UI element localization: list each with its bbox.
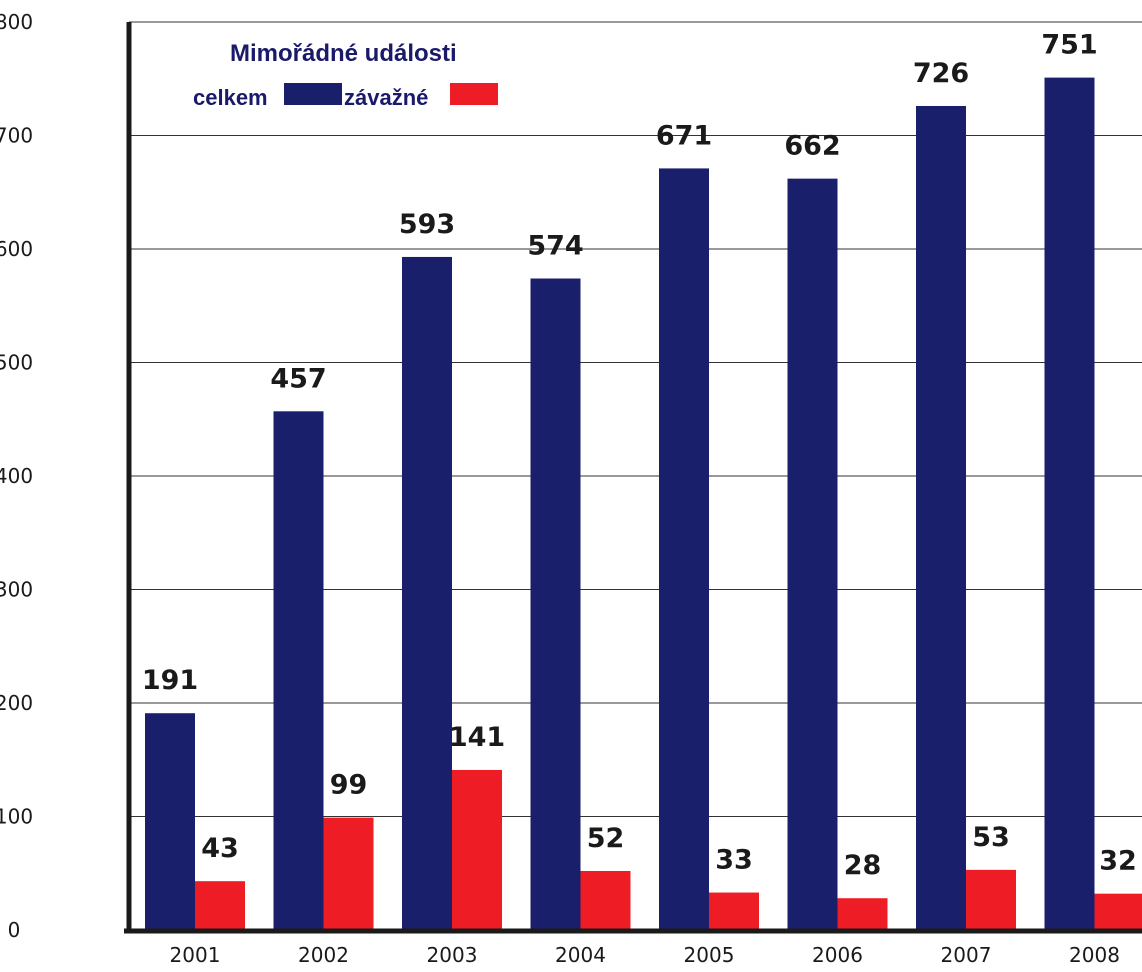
y-tick-label: 700 bbox=[0, 124, 33, 148]
value-label-zavazne-2006: 28 bbox=[844, 850, 882, 881]
value-label-zavazne-2004: 52 bbox=[587, 823, 625, 854]
x-tick-label: 2004 bbox=[555, 943, 606, 967]
legend-swatch-zavazne bbox=[450, 83, 498, 105]
bar-zavazne-2006 bbox=[837, 898, 888, 930]
x-tick-label: 2006 bbox=[812, 943, 863, 967]
bar-zavazne-2001 bbox=[195, 881, 245, 930]
bar-celkem-2008 bbox=[1044, 77, 1095, 931]
legend: Mimořádné události celkem závažné bbox=[193, 40, 498, 110]
y-tick-label: 0 bbox=[8, 918, 21, 942]
value-label-celkem-2005: 671 bbox=[656, 120, 712, 151]
value-label-zavazne-2003: 141 bbox=[449, 722, 505, 753]
bar-zavazne-2004 bbox=[580, 870, 631, 930]
y-tick-label: 500 bbox=[0, 351, 33, 375]
value-label-celkem-2003: 593 bbox=[399, 209, 455, 240]
bar-zavazne-2007 bbox=[966, 869, 1016, 930]
bar-celkem-2001 bbox=[145, 713, 195, 930]
bar-zavazne-2002 bbox=[323, 817, 374, 930]
bar-zavazne-2005 bbox=[709, 892, 759, 930]
bar-zavazne-2008 bbox=[1094, 893, 1142, 930]
bars bbox=[145, 77, 1142, 931]
bar-celkem-2005 bbox=[659, 168, 709, 931]
bar-celkem-2004 bbox=[530, 278, 581, 930]
x-tick-label: 2008 bbox=[1069, 943, 1120, 967]
bar-celkem-2006 bbox=[787, 178, 838, 930]
legend-label-zavazne: závažné bbox=[344, 85, 428, 110]
value-labels: 191 43 457 99 593 141 574 52 671 33 662 28 726 53 751 3… bbox=[142, 30, 1137, 882]
value-label-zavazne-2008: 32 bbox=[1099, 846, 1137, 877]
legend-swatch-celkem bbox=[284, 83, 342, 105]
value-label-zavazne-2007: 53 bbox=[972, 822, 1010, 853]
x-tick-label: 2001 bbox=[170, 943, 221, 967]
x-axis-ticks: 2001 2002 2003 2004 2005 2006 2007 2008 bbox=[170, 943, 1120, 967]
value-label-celkem-2007: 726 bbox=[913, 58, 969, 89]
value-label-zavazne-2002: 99 bbox=[330, 770, 368, 801]
y-tick-label: 600 bbox=[0, 237, 33, 261]
x-tick-label: 2005 bbox=[684, 943, 735, 967]
x-tick-label: 2007 bbox=[941, 943, 992, 967]
y-tick-label: 400 bbox=[0, 464, 33, 488]
bar-celkem-2003 bbox=[402, 256, 452, 930]
value-label-zavazne-2005: 33 bbox=[715, 845, 753, 876]
y-tick-label: 800 bbox=[0, 10, 33, 34]
y-tick-label: 100 bbox=[0, 805, 33, 829]
value-label-celkem-2001: 191 bbox=[142, 665, 198, 696]
legend-label-celkem: celkem bbox=[193, 85, 268, 110]
value-label-celkem-2004: 574 bbox=[527, 231, 583, 262]
value-label-celkem-2008: 751 bbox=[1041, 30, 1097, 61]
value-label-celkem-2002: 457 bbox=[270, 363, 326, 394]
bar-celkem-2002 bbox=[273, 411, 324, 930]
y-axis-ticks: 0 100 200 300 400 500 600 700 800 bbox=[0, 10, 33, 942]
value-label-celkem-2006: 662 bbox=[784, 131, 840, 162]
bar-celkem-2007 bbox=[916, 105, 966, 931]
y-tick-label: 200 bbox=[0, 691, 33, 715]
x-tick-label: 2002 bbox=[298, 943, 349, 967]
y-tick-label: 300 bbox=[0, 578, 33, 602]
legend-title: Mimořádné události bbox=[230, 40, 457, 67]
value-label-zavazne-2001: 43 bbox=[201, 833, 239, 864]
x-tick-label: 2003 bbox=[427, 943, 478, 967]
bar-zavazne-2003 bbox=[452, 769, 502, 930]
